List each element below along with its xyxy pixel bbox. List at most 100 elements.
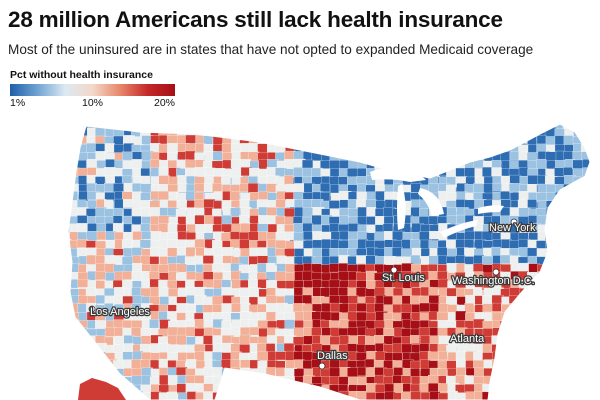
county-cell (572, 390, 583, 400)
county-cell (239, 375, 250, 385)
county-cell (563, 239, 575, 248)
county-cell (563, 391, 575, 400)
county-cell (527, 199, 537, 208)
county-cell (312, 127, 323, 138)
county-cell (464, 151, 474, 161)
county-cell (509, 128, 520, 140)
county-cell (68, 358, 78, 369)
county-cell (213, 127, 225, 138)
county-cell (68, 303, 71, 315)
county-cell (77, 350, 89, 361)
county-cell (247, 128, 261, 138)
county-cell (580, 280, 590, 290)
county-cell (500, 124, 511, 130)
county-cell (591, 127, 600, 137)
county-cell (554, 360, 567, 371)
county-cell (267, 113, 279, 121)
county-cell (482, 135, 495, 147)
county-cell (428, 127, 441, 138)
county-cell (95, 294, 105, 304)
county-cell (365, 336, 376, 346)
county-cell (546, 382, 558, 393)
county-cell (473, 263, 484, 272)
county-cell (401, 343, 413, 354)
county-cell (492, 182, 502, 192)
county-cell (581, 319, 590, 331)
county-cell (563, 367, 575, 379)
county-cell (186, 359, 197, 371)
county-cell (68, 327, 80, 339)
county-cell (546, 391, 558, 400)
county-cell (320, 287, 331, 298)
county-cell (311, 124, 322, 129)
county-cell (581, 224, 590, 234)
county-cell (474, 150, 484, 160)
county-cell (86, 174, 97, 184)
county-cell (491, 167, 502, 177)
county-cell (247, 124, 260, 129)
county-cell (591, 328, 600, 337)
county-cell (175, 208, 187, 218)
county-cell (537, 359, 549, 371)
county-cell (267, 392, 280, 400)
county-cell (592, 152, 600, 161)
county-cell (85, 368, 97, 379)
county-cell (446, 124, 459, 130)
county-cell (537, 327, 548, 337)
county-cell (194, 375, 205, 384)
county-cell (60, 112, 70, 121)
county-cell (356, 127, 368, 139)
county-cell (229, 191, 240, 202)
county-cell (420, 135, 431, 144)
county-cell (347, 367, 359, 378)
county-cell (465, 112, 475, 120)
legend-tick-20pct: 20% (154, 97, 176, 109)
county-cell (392, 295, 404, 305)
county-cell (456, 128, 469, 138)
county-cell (591, 376, 600, 385)
county-cell (446, 128, 458, 140)
county-cell (284, 112, 295, 120)
county-cell (528, 376, 538, 386)
county-cell (473, 360, 485, 370)
county-cell (563, 224, 574, 234)
county-cell (410, 239, 420, 249)
county-cell (545, 296, 557, 306)
county-cell (68, 352, 81, 363)
county-cell (465, 143, 477, 155)
county-cell (500, 367, 511, 379)
county-cell (436, 311, 449, 321)
county-cell (257, 262, 268, 273)
county-cell (68, 200, 70, 210)
county-cell (402, 152, 413, 163)
county-cell (562, 383, 575, 394)
county-cell (213, 112, 223, 123)
county-cell (573, 112, 584, 121)
county-cell (555, 287, 566, 299)
county-cell (491, 127, 503, 136)
county-cell (364, 127, 376, 137)
county-cell (420, 167, 433, 176)
county-cell (590, 161, 599, 169)
legend-title: Pct without health insurance (10, 69, 153, 81)
county-cell (356, 311, 368, 322)
county-cell (528, 295, 539, 307)
county-cell (276, 391, 287, 400)
county-cell (132, 124, 145, 129)
county-cell (266, 335, 279, 345)
county-cell (518, 391, 530, 400)
county-cell (483, 112, 493, 120)
county-cell (592, 232, 600, 241)
county-cell (239, 159, 251, 168)
county-cell (86, 230, 98, 241)
county-cell (591, 201, 600, 210)
county-cell (464, 230, 475, 241)
county-cell (591, 169, 600, 179)
county-cell (392, 152, 404, 162)
county-cell (203, 335, 213, 345)
county-cell (150, 112, 160, 121)
county-cell (573, 319, 585, 329)
legend-ticks: 1% 10% 20% (10, 97, 180, 110)
county-cell (249, 112, 260, 123)
county-cell (393, 367, 405, 376)
